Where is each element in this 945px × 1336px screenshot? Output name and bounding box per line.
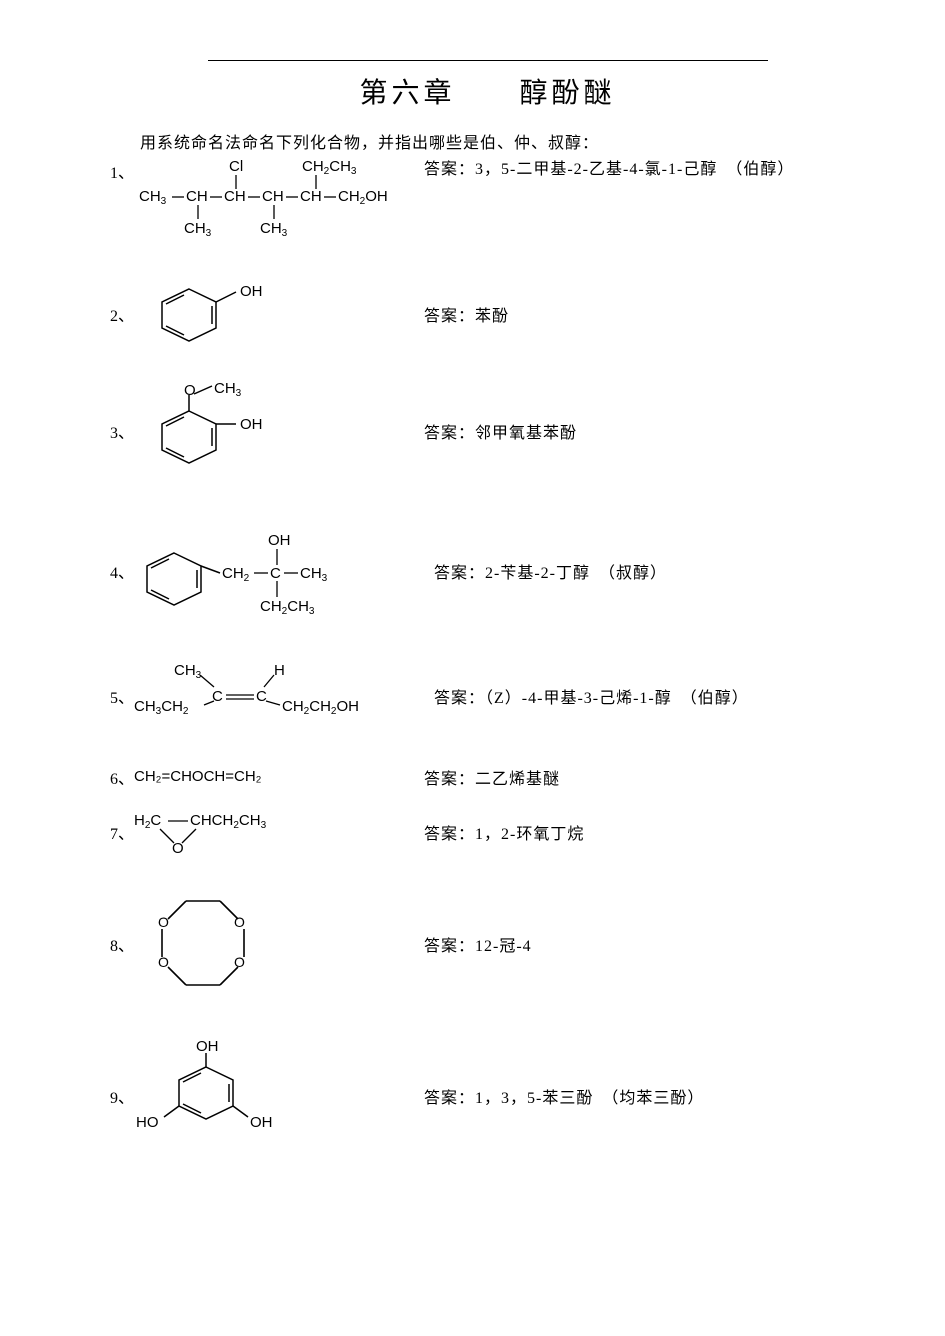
problem-4: 4、 CH2 C CH3 OH CH2CH3 bbox=[110, 523, 865, 619]
structure-2: OH bbox=[134, 275, 424, 353]
svg-text:CH: CH bbox=[224, 188, 246, 205]
answer-prefix: 答案： bbox=[424, 308, 475, 325]
svg-text:O: O bbox=[158, 914, 169, 930]
answer-9: 答案：1，3，5-苯三酚 （均苯三酚） bbox=[424, 1084, 704, 1108]
svg-text:O: O bbox=[158, 954, 169, 970]
svg-text:CH2: CH2 bbox=[222, 565, 250, 584]
answer-text: 邻甲氧基苯酚 bbox=[475, 425, 577, 442]
svg-text:CH3: CH3 bbox=[139, 188, 167, 207]
svg-text:C: C bbox=[270, 565, 281, 582]
answer-text: 3，5-二甲基-2-乙基-4-氯-1-己醇 （伯醇） bbox=[475, 161, 794, 178]
svg-text:O: O bbox=[172, 840, 184, 855]
svg-text:OH: OH bbox=[250, 1114, 273, 1131]
answer-5: 答案：（Z）-4-甲基-3-己烯-1-醇 （伯醇） bbox=[434, 684, 749, 708]
answer-4: 答案：2-苄基-2-丁醇 （叔醇） bbox=[434, 559, 667, 583]
svg-text:CH3: CH3 bbox=[300, 565, 328, 584]
svg-text:OH: OH bbox=[196, 1041, 219, 1055]
answer-text: 1，2-环氧丁烷 bbox=[475, 826, 584, 843]
problem-8: 8、 bbox=[110, 889, 865, 999]
svg-text:CH2OH: CH2OH bbox=[338, 188, 388, 207]
structure-9: OH HO OH bbox=[134, 1041, 424, 1151]
svg-text:CHCH2CH3: CHCH2CH3 bbox=[190, 812, 267, 831]
structure-3: O CH3 OH bbox=[134, 381, 424, 481]
problem-9: 9、 OH HO OH 答案：1，3，5-苯三酚 （均苯三酚） bbox=[110, 1041, 865, 1151]
svg-text:C: C bbox=[256, 688, 267, 705]
problem-number: 4、 bbox=[110, 559, 134, 583]
problem-number: 3、 bbox=[110, 419, 134, 443]
answer-text: 12-冠-4 bbox=[475, 938, 532, 955]
svg-text:CH3CH2: CH3CH2 bbox=[134, 698, 189, 717]
page-title: 第六章 醇酚醚 bbox=[110, 71, 865, 111]
svg-text:CH3: CH3 bbox=[184, 220, 212, 237]
problem-number: 5、 bbox=[110, 684, 134, 708]
svg-text:CH2CH3: CH2CH3 bbox=[302, 159, 357, 177]
answer-prefix: 答案： bbox=[424, 771, 475, 788]
answer-text: （Z）-4-甲基-3-己烯-1-醇 （伯醇） bbox=[485, 690, 749, 707]
answer-prefix: 答案： bbox=[424, 1090, 475, 1107]
svg-text:OH: OH bbox=[268, 532, 291, 549]
problem-number: 9、 bbox=[110, 1084, 134, 1108]
problem-number: 1、 bbox=[110, 159, 134, 183]
answer-1: 答案：3，5-二甲基-2-乙基-4-氯-1-己醇 （伯醇） bbox=[424, 155, 794, 179]
svg-text:HO: HO bbox=[136, 1114, 159, 1131]
problem-number: 6、 bbox=[110, 765, 134, 789]
svg-text:C: C bbox=[212, 688, 223, 705]
answer-6: 答案：二乙烯基醚 bbox=[424, 765, 560, 789]
answer-text: 2-苄基-2-丁醇 （叔醇） bbox=[485, 565, 667, 582]
problem-6: 6、 CH₂=CHOCH=CH₂ 答案：二乙烯基醚 bbox=[110, 765, 865, 789]
answer-2: 答案：苯酚 bbox=[424, 302, 509, 326]
structure-7: H2C CHCH2CH3 O bbox=[134, 809, 424, 855]
problem-2: 2、 OH 答案：苯酚 bbox=[110, 275, 865, 353]
svg-text:CH3: CH3 bbox=[260, 220, 288, 237]
problem-number: 8、 bbox=[110, 932, 134, 956]
svg-text:OH: OH bbox=[240, 283, 263, 300]
svg-text:CH: CH bbox=[262, 188, 284, 205]
answer-prefix: 答案： bbox=[434, 565, 485, 582]
structure-4: CH2 C CH3 OH CH2CH3 bbox=[134, 523, 434, 619]
answer-3: 答案：邻甲氧基苯酚 bbox=[424, 419, 577, 443]
header-rule bbox=[208, 60, 768, 61]
answer-prefix: 答案： bbox=[434, 690, 485, 707]
problem-3: 3、 O CH3 OH 答案：邻甲氧基苯酚 bbox=[110, 381, 865, 481]
instructions: 用系统命名法命名下列化合物，并指出哪些是伯、仲、叔醇： bbox=[140, 129, 865, 153]
svg-text:CH3: CH3 bbox=[214, 381, 242, 399]
svg-text:CH2CH2OH: CH2CH2OH bbox=[282, 698, 359, 717]
svg-text:O: O bbox=[234, 954, 245, 970]
answer-text: 苯酚 bbox=[475, 308, 509, 325]
structure-8: O O O O bbox=[134, 889, 424, 999]
answer-7: 答案：1，2-环氧丁烷 bbox=[424, 820, 584, 844]
answer-prefix: 答案： bbox=[424, 161, 475, 178]
problem-number: 2、 bbox=[110, 302, 134, 326]
svg-text:O: O bbox=[184, 382, 196, 399]
problem-5: 5、 CH3 H CH3CH2 C C CH2CH2OH 答案：（Z）-4- bbox=[110, 661, 865, 731]
problem-number: 7、 bbox=[110, 820, 134, 844]
answer-text: 二乙烯基醚 bbox=[475, 771, 560, 788]
formula-6: CH₂=CHOCH=CH₂ bbox=[134, 768, 262, 785]
svg-text:O: O bbox=[234, 914, 245, 930]
svg-text:CH3: CH3 bbox=[174, 662, 202, 681]
svg-text:H2C: H2C bbox=[134, 812, 161, 831]
problem-7: 7、 H2C CHCH2CH3 O 答案：1，2-环氧丁烷 bbox=[110, 809, 865, 855]
answer-prefix: 答案： bbox=[424, 938, 475, 955]
svg-text:OH: OH bbox=[240, 416, 263, 433]
structure-5: CH3 H CH3CH2 C C CH2CH2OH bbox=[134, 661, 434, 731]
answer-prefix: 答案： bbox=[424, 826, 475, 843]
structure-1: Cl CH2CH3 CH3 CH CH CH CH CH2OH CH3 bbox=[134, 159, 414, 237]
answer-prefix: 答案： bbox=[424, 425, 475, 442]
svg-text:CH2CH3: CH2CH3 bbox=[260, 598, 315, 617]
svg-text:CH: CH bbox=[300, 188, 322, 205]
svg-text:CH: CH bbox=[186, 188, 208, 205]
answer-8: 答案：12-冠-4 bbox=[424, 932, 532, 956]
problem-1: 1、 Cl CH2CH3 CH3 CH CH CH CH CH bbox=[110, 159, 865, 237]
structure-6: CH₂=CHOCH=CH₂ bbox=[134, 768, 424, 786]
svg-text:Cl: Cl bbox=[229, 159, 243, 175]
svg-text:H: H bbox=[274, 662, 285, 679]
answer-text: 1，3，5-苯三酚 （均苯三酚） bbox=[475, 1090, 704, 1107]
